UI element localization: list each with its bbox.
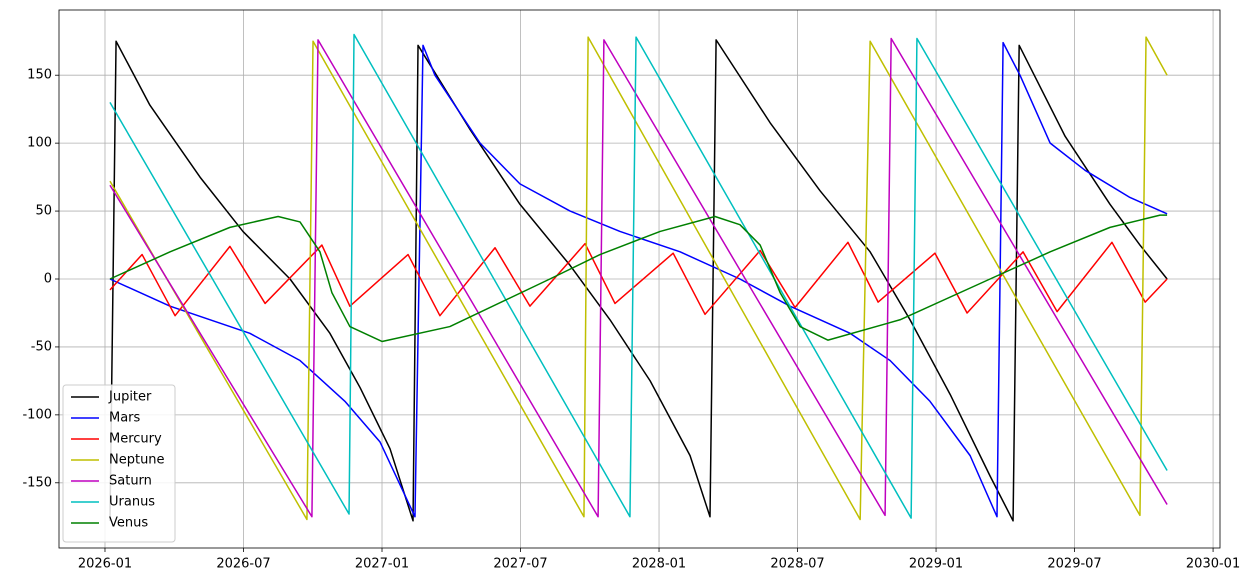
legend-label: Venus [109, 516, 148, 531]
legend-label: Mercury [109, 432, 162, 447]
x-tick-label: 2026-01 [78, 557, 132, 572]
legend-label: Mars [109, 411, 141, 426]
legend-label: Uranus [109, 495, 155, 510]
series-line [109, 33, 1168, 519]
x-tick-label: 2028-01 [632, 557, 686, 572]
y-tick-label: -100 [22, 407, 52, 422]
series-line [109, 241, 1168, 317]
y-tick-label: -50 [31, 339, 52, 354]
x-tick-label: 2029-07 [1047, 557, 1101, 572]
series-line [109, 37, 1168, 518]
legend-label: Saturn [109, 474, 152, 489]
x-tick-label: 2029-01 [909, 557, 963, 572]
x-tick-label: 2030-01 [1186, 557, 1240, 572]
y-tick-label: 100 [27, 136, 52, 151]
legend-label: Jupiter [108, 390, 152, 405]
series-line [109, 36, 1168, 521]
x-tick-label: 2027-07 [493, 557, 547, 572]
x-tick-label: 2026-07 [216, 557, 270, 572]
x-tick-label: 2027-01 [355, 557, 409, 572]
legend-label: Neptune [109, 453, 165, 468]
y-tick-label: 0 [44, 272, 52, 287]
x-tick-label: 2028-07 [770, 557, 824, 572]
series-line [109, 39, 1168, 522]
legend: Jupiter Mars Mercury Neptune Saturn Uranus Ven… [62, 384, 176, 543]
series-line [109, 214, 1168, 343]
y-tick-label: 150 [27, 68, 52, 83]
plot-frame [58, 9, 1221, 549]
y-tick-label: 50 [35, 204, 52, 219]
y-tick-label: -150 [22, 475, 52, 490]
series-line [109, 41, 1168, 518]
